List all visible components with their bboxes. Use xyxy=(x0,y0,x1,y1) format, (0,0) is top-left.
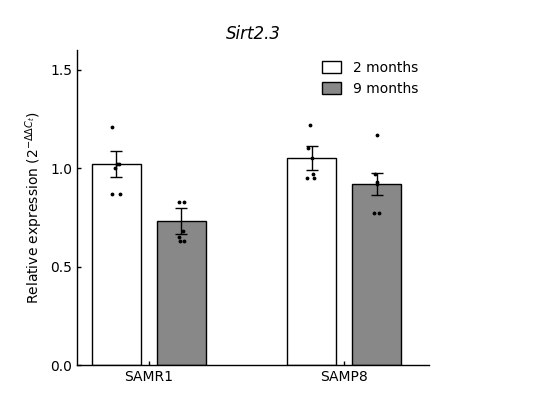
Legend: 2 months, 9 months: 2 months, 9 months xyxy=(318,57,422,100)
Bar xyxy=(353,184,402,365)
Y-axis label: Relative expression $(2^{-\Delta\Delta C_t})$: Relative expression $(2^{-\Delta\Delta C… xyxy=(23,111,45,304)
Bar xyxy=(287,158,336,365)
Bar xyxy=(157,221,206,365)
Bar xyxy=(92,164,141,365)
Title: Sirt2.3: Sirt2.3 xyxy=(226,24,280,43)
